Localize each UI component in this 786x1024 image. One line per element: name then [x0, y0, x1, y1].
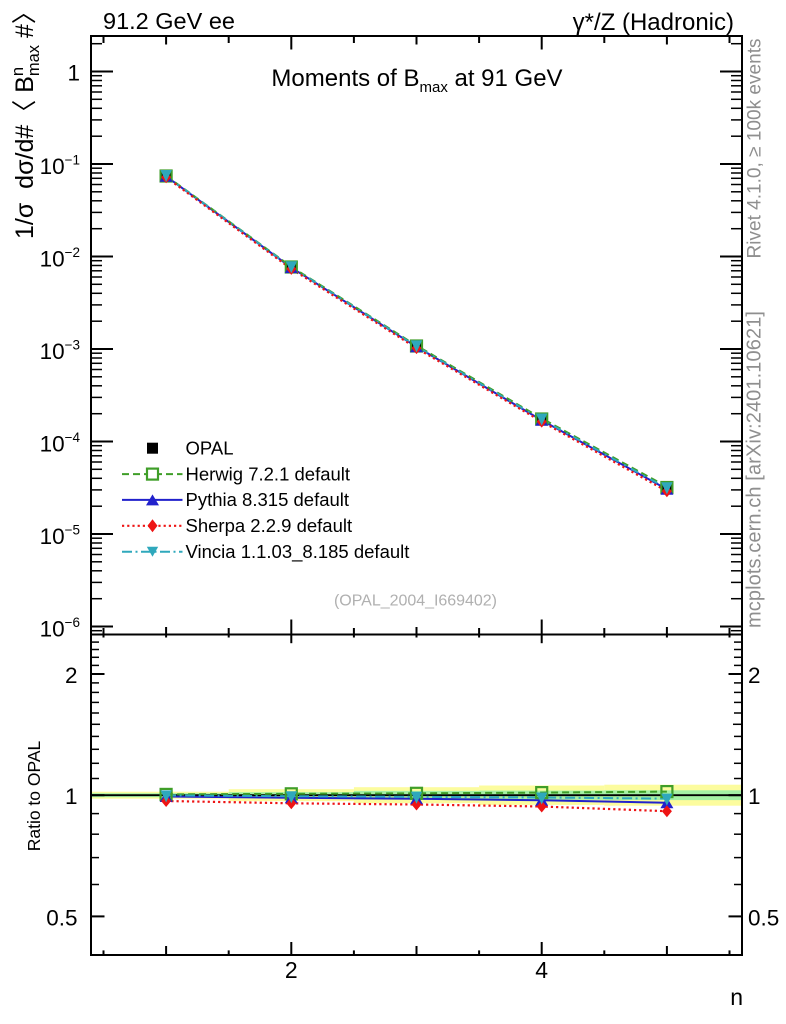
svg-text:Vincia 1.1.03_8.185 default: Vincia 1.1.03_8.185 default	[186, 541, 410, 563]
svg-text:Rivet 4.1.0, ≥ 100k events: Rivet 4.1.0, ≥ 100k events	[745, 39, 766, 259]
svg-text:91.2 GeV ee: 91.2 GeV ee	[103, 8, 235, 34]
svg-text:(OPAL_2004_I669402): (OPAL_2004_I669402)	[334, 593, 497, 610]
svg-text:2: 2	[65, 663, 78, 688]
svg-text:Sherpa 2.2.9 default: Sherpa 2.2.9 default	[186, 515, 353, 536]
svg-text:Pythia 8.315 default: Pythia 8.315 default	[186, 489, 350, 510]
svg-text:n: n	[730, 984, 743, 1010]
svg-text:1/σ dσ/d#〈 Bnmax #〉: 1/σ dσ/d#〈 Bnmax #〉	[9, 0, 43, 239]
svg-text:γ*/Z (Hadronic): γ*/Z (Hadronic)	[573, 9, 734, 36]
svg-text:1: 1	[65, 784, 78, 809]
svg-text:1: 1	[67, 61, 80, 86]
svg-text:1: 1	[748, 784, 761, 809]
svg-text:Moments of Bmax at 91 GeV: Moments of Bmax at 91 GeV	[271, 65, 562, 96]
svg-text:10−5: 10−5	[40, 523, 80, 550]
svg-text:OPAL: OPAL	[186, 438, 234, 459]
svg-text:0.5: 0.5	[46, 905, 77, 930]
svg-text:Herwig 7.2.1 default: Herwig 7.2.1 default	[186, 463, 351, 484]
svg-text:Ratio to OPAL: Ratio to OPAL	[24, 740, 44, 851]
svg-text:mcplots.cern.ch [arXiv:2401.10: mcplots.cern.ch [arXiv:2401.10621]	[744, 311, 766, 628]
svg-text:4: 4	[535, 957, 548, 983]
svg-text:2: 2	[748, 663, 761, 688]
svg-text:0.5: 0.5	[748, 905, 779, 930]
svg-text:2: 2	[285, 957, 298, 983]
svg-text:10−3: 10−3	[40, 338, 80, 365]
